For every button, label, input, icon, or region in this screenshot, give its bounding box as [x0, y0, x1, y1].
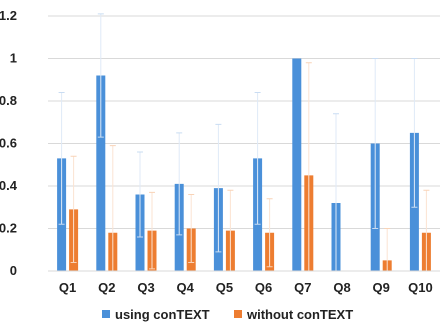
y-tick-label: 0.2: [0, 221, 17, 236]
x-tick-label: Q5: [216, 280, 233, 295]
x-tick-label: Q7: [294, 280, 311, 295]
x-tick-label: Q10: [408, 280, 433, 295]
legend-label: without conTEXT: [246, 307, 353, 322]
y-tick-label: 0.8: [0, 93, 17, 108]
y-tick-label: 1: [10, 51, 17, 66]
x-tick-label: Q6: [255, 280, 272, 295]
legend: using conTEXT without conTEXT: [102, 307, 353, 322]
x-tick-label: Q8: [333, 280, 350, 295]
y-tick-label: 0.6: [0, 136, 17, 151]
x-tick-label: Q1: [59, 280, 76, 295]
gridlines: [48, 15, 440, 229]
x-tick-label: Q9: [373, 280, 390, 295]
x-axis-ticks: Q1 Q2 Q3 Q4 Q5 Q6 Q7 Q8 Q9 Q10: [59, 280, 433, 295]
y-axis-ticks: 0 0.2 0.4 0.6 0.8 1 1.2: [0, 8, 18, 278]
x-tick-label: Q4: [177, 280, 195, 295]
bar-using-q2: [96, 75, 106, 271]
legend-label: using conTEXT: [115, 307, 210, 322]
y-tick-label: 1.2: [0, 8, 17, 23]
legend-swatch: [102, 310, 110, 318]
legend-swatch: [234, 310, 242, 318]
y-tick-label: 0.4: [0, 178, 18, 193]
error-bars: [58, 13, 430, 272]
y-tick-label: 0: [10, 263, 17, 278]
x-tick-label: Q3: [137, 280, 154, 295]
x-tick-label: Q2: [98, 280, 115, 295]
bar-using-q7: [292, 58, 302, 271]
